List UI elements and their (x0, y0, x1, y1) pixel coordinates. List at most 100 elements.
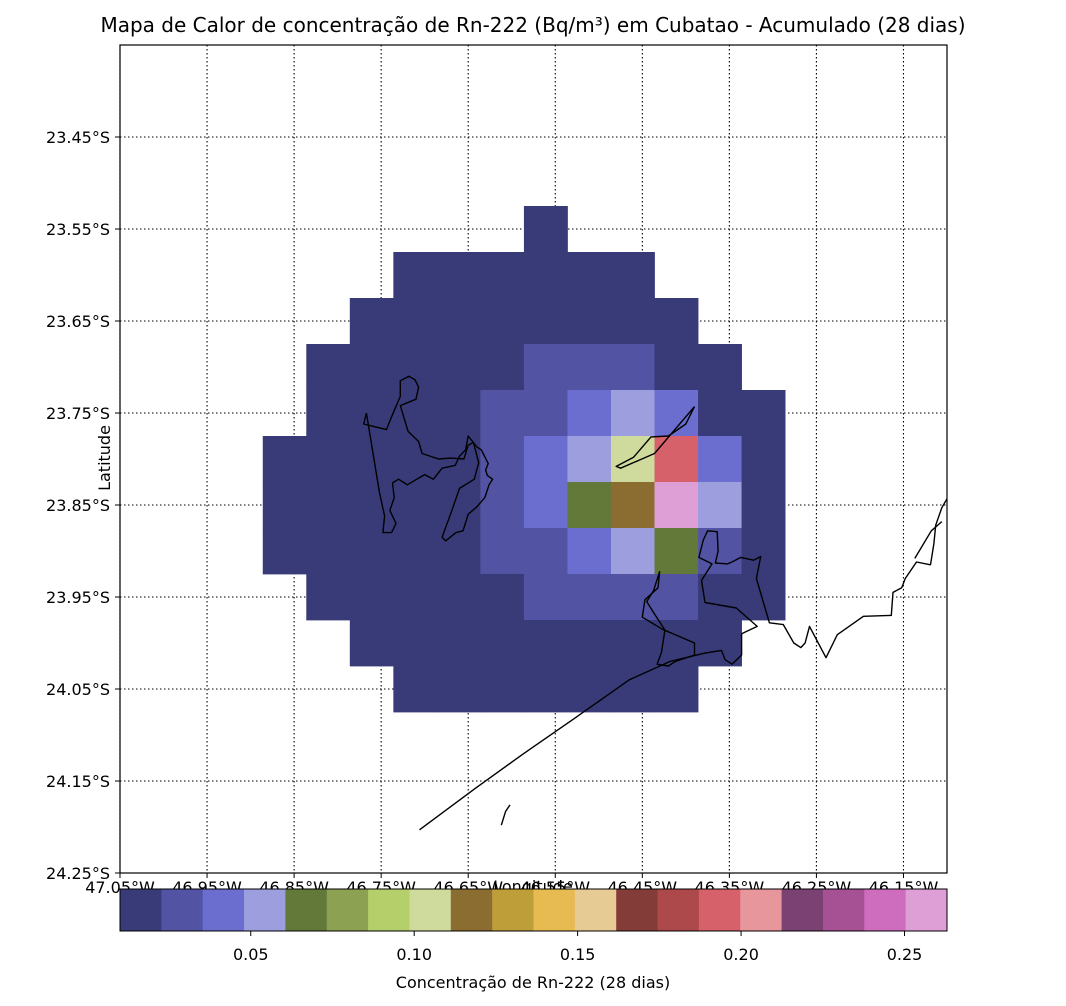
heatmap-cell-r7-c3 (393, 528, 438, 575)
heatmap-cell-r8-c4 (436, 574, 481, 621)
heatmap-cell-r8-c5 (480, 574, 525, 621)
colorbar-segment-17 (822, 889, 865, 931)
heatmap-cell-r3-c8 (610, 344, 655, 391)
heatmap-cell-r6-c11 (741, 482, 786, 529)
y-tick-label-1: 23.55°S (46, 220, 110, 239)
heatmap-cell-r9-c9 (654, 620, 699, 667)
heatmap-cell-r7-c2 (349, 528, 394, 575)
colorbar-segment-6 (368, 889, 410, 931)
heatmap-cell-r9-c3 (393, 620, 438, 667)
colorbar-tick-label-3: 0.20 (723, 945, 759, 964)
colorbar-segment-2 (202, 889, 245, 931)
heatmap-cell-r6-c10 (698, 482, 742, 529)
heatmap-cell-r7-c8 (610, 528, 655, 575)
heatmap-cell-r4-c6 (523, 390, 568, 437)
colorbar-segment-13 (657, 889, 700, 931)
heatmap-cell-r5-c10 (698, 436, 742, 483)
heatmap-cell-r2-c6 (523, 298, 568, 345)
heatmap-cell-r7-c9 (654, 528, 699, 575)
colorbar-segment-19 (905, 889, 948, 931)
heatmap-cell-r7-c1 (306, 528, 351, 575)
heatmap-cell-r8-c10 (698, 574, 742, 621)
colorbar-segment-14 (698, 889, 741, 931)
heatmap-cell-r6-c2 (349, 482, 394, 529)
heatmap-cell-r8-c6 (523, 574, 568, 621)
y-tick-label-2: 23.65°S (46, 312, 110, 331)
heatmap-cell-r1-c4 (436, 252, 481, 299)
colorbar-segment-4 (285, 889, 328, 931)
y-tick-label-0: 23.45°S (46, 128, 110, 147)
coastline-segment-1 (500, 804, 511, 826)
colorbar-tick-label-4: 0.25 (887, 945, 923, 964)
heatmap-cell-r1-c8 (610, 252, 655, 299)
heatmap-cell-r7-c11 (741, 528, 786, 575)
heatmap-cell-r9-c4 (436, 620, 481, 667)
colorbar-segment-8 (450, 889, 493, 931)
heatmap-cell-r3-c10 (698, 344, 742, 391)
heatmap-cell-r3-c6 (523, 344, 568, 391)
y-tick-label-7: 24.15°S (46, 772, 110, 791)
heatmap-cell-r8-c2 (349, 574, 394, 621)
colorbar-tick-label-1: 0.10 (396, 945, 432, 964)
heatmap-cell-r1-c5 (480, 252, 525, 299)
heatmap-cell-r5-c1 (306, 436, 351, 483)
heatmap-cell-r6-c7 (567, 482, 612, 529)
heatmap-cell-r2-c5 (480, 298, 525, 345)
heatmap-cell-r10-c5 (480, 666, 525, 713)
heatmap-cell-r5-c8 (610, 436, 655, 483)
chart-title: Mapa de Calor de concentração de Rn-222 … (100, 13, 965, 37)
heatmap-cell-r4-c7 (567, 390, 612, 437)
colorbar-segment-15 (740, 889, 783, 931)
heatmap-cell-r6-c0 (262, 482, 307, 529)
colorbar-segment-0 (120, 889, 162, 931)
coastline-segment-5 (641, 570, 696, 667)
heatmap-cell-r3-c1 (306, 344, 351, 391)
colorbar-segment-5 (326, 889, 369, 931)
heatmap-cell-r9-c6 (523, 620, 568, 667)
heatmap-cell-r8-c9 (654, 574, 699, 621)
heatmap-cell-r4-c5 (480, 390, 525, 437)
y-tick-label-8: 24.25°S (46, 864, 110, 883)
heatmap-cell-r5-c0 (262, 436, 307, 483)
heatmap-cell-r2-c4 (436, 298, 481, 345)
heatmap-cell-r8-c3 (393, 574, 438, 621)
colorbar-segment-1 (161, 889, 204, 931)
heatmap-cell-r2-c2 (349, 298, 394, 345)
colorbar (120, 889, 948, 931)
heatmap-cell-r2-c3 (393, 298, 438, 345)
heatmap-cell-r7-c7 (567, 528, 612, 575)
colorbar-tick-label-2: 0.15 (560, 945, 596, 964)
heatmap-cell-r4-c10 (698, 390, 742, 437)
heatmap-cell-r1-c3 (393, 252, 438, 299)
colorbar-segment-12 (616, 889, 659, 931)
y-axis-label: Latitude (95, 425, 114, 491)
y-tick-label-4: 23.85°S (46, 496, 110, 515)
heatmap-cell-r6-c1 (306, 482, 351, 529)
heatmap-cell-r7-c10 (698, 528, 742, 575)
heatmap-cell-r5-c11 (741, 436, 786, 483)
heatmap-cell-r9-c5 (480, 620, 525, 667)
heatmap-cell-r6-c9 (654, 482, 699, 529)
heatmap-cell-r10-c3 (393, 666, 438, 713)
colorbar-segment-16 (781, 889, 824, 931)
heatmap-cell-r3-c4 (436, 344, 481, 391)
heatmap-cell-r6-c6 (523, 482, 568, 529)
heatmap-cells (262, 206, 786, 713)
colorbar-ticks: 0.05 0.10 0.15 0.20 0.25 (233, 931, 922, 964)
heatmap-cell-r8-c1 (306, 574, 351, 621)
heatmap-cell-r4-c4 (436, 390, 481, 437)
heatmap-cell-r9-c8 (610, 620, 655, 667)
heatmap-cell-r8-c11 (741, 574, 786, 621)
heatmap-cell-r10-c7 (567, 666, 612, 713)
colorbar-label: Concentração de Rn-222 (28 dias) (396, 973, 670, 992)
colorbar-segment-18 (864, 889, 907, 931)
heatmap-cell-r7-c4 (436, 528, 481, 575)
heatmap-cell-r1-c6 (523, 252, 568, 299)
heatmap-cell-r5-c7 (567, 436, 612, 483)
heatmap-cell-r10-c9 (654, 666, 699, 713)
heatmap-cell-r0-c6 (523, 206, 568, 253)
coastline-segment-3 (615, 406, 696, 469)
heatmap-cell-r7-c0 (262, 528, 307, 575)
heatmap-cell-r10-c8 (610, 666, 655, 713)
coastline (363, 375, 947, 831)
